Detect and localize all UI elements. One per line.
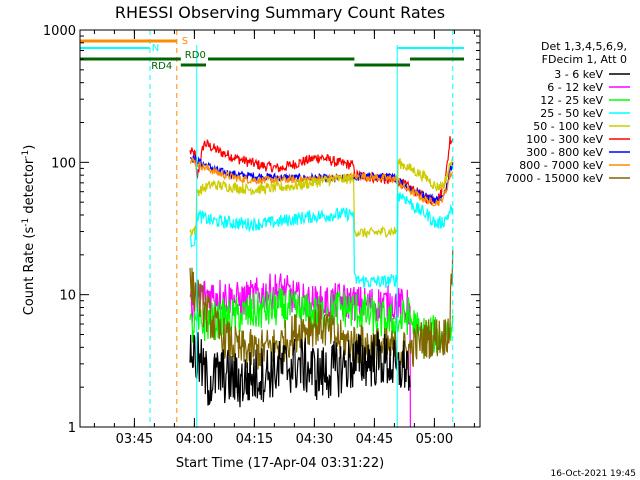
series-line-6 [189, 288, 454, 354]
x-tick-label: 04:15 [236, 432, 273, 447]
legend: Det 1,3,4,5,6,9,FDecim 1, Att 0 3 - 6 keV… [505, 40, 630, 185]
series-line-8 [189, 331, 411, 408]
x-axis-label: Start Time (17-Apr-04 03:31:22) [176, 456, 384, 471]
legend-label: 25 - 50 keV [540, 107, 603, 120]
legend-label: 7000 - 15000 keV [505, 172, 603, 185]
series-line-4 [189, 192, 454, 289]
legend-label: 300 - 800 keV [526, 146, 603, 159]
y-tick-label: 1 [68, 421, 76, 436]
chart-title: RHESSI Observing Summary Count Rates [115, 3, 445, 22]
footer-timestamp: 16-Oct-2021 19:45 [551, 469, 636, 479]
y-tick-label: 100 [51, 156, 76, 171]
flag-label: RD4 [151, 61, 172, 72]
data-layer [189, 136, 454, 428]
y-axis-label-sup2: -1 [21, 150, 31, 159]
legend-label: 50 - 100 keV [533, 120, 603, 133]
axes-layer: 03:45 04:00 04:15 04:30 04:45 05:00 1 10 100 1000 [43, 24, 480, 447]
x-tick-label: 05:00 [416, 432, 453, 447]
legend-label: 12 - 25 keV [540, 94, 603, 107]
legend-header: Det 1,3,4,5,6,9, [541, 40, 627, 53]
y-axis-label-part2: detector [22, 158, 37, 218]
series-line-0 [189, 136, 454, 206]
x-tick-label: 04:45 [356, 432, 393, 447]
flag-label: RD0 [185, 50, 206, 61]
y-axis-label-part3: ) [22, 145, 37, 150]
legend-label: 100 - 300 keV [526, 133, 603, 146]
x-tick-label: 04:00 [176, 432, 213, 447]
y-tick-label: 1000 [43, 24, 76, 39]
flags-layer: S N RD0 RD4 [79, 30, 464, 428]
legend-header: FDecim 1, Att 0 [542, 53, 627, 66]
legend-label: 800 - 7000 keV [519, 159, 603, 172]
flag-label: S [182, 36, 188, 47]
y-axis-label-part1: Count Rate (s [22, 227, 37, 316]
legend-label: 3 - 6 keV [554, 68, 603, 81]
x-tick-label: 03:45 [116, 432, 153, 447]
y-axis-label-sup1: -1 [21, 218, 31, 227]
plot-frame [79, 29, 481, 428]
flag-label: N [152, 43, 159, 54]
y-tick-label: 10 [59, 289, 76, 304]
series-line-3 [189, 156, 454, 238]
legend-label: 6 - 12 keV [547, 81, 603, 94]
series-line-7 [189, 249, 454, 371]
x-tick-label: 04:30 [296, 432, 333, 447]
y-axis-label: Count Rate (s-1 detector-1) [21, 145, 37, 316]
